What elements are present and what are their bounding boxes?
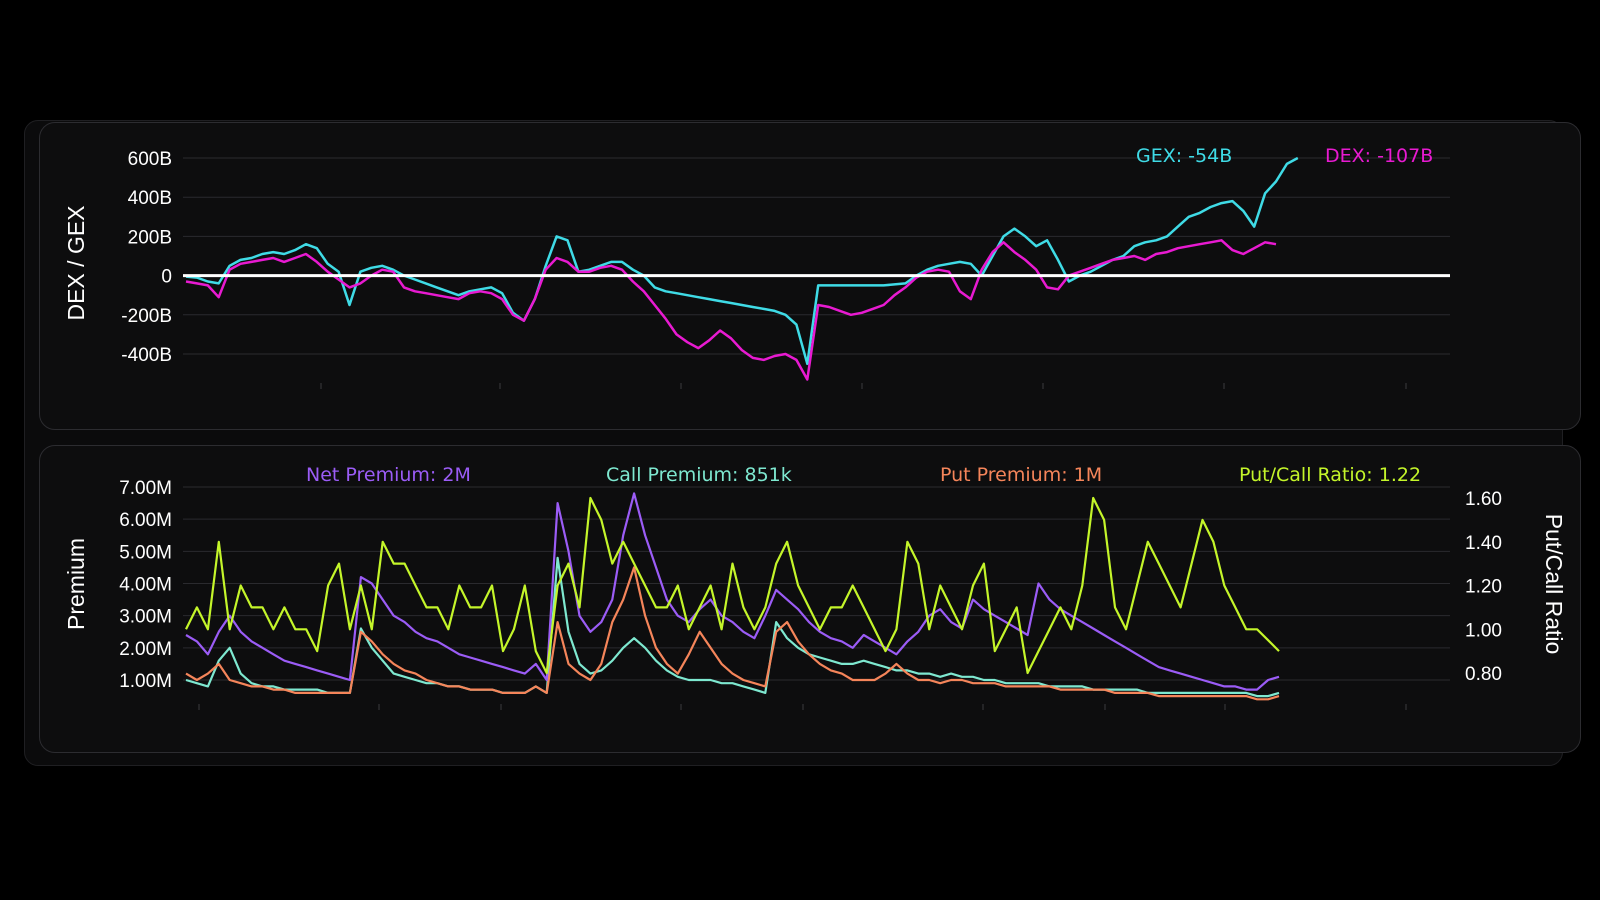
dex-gex-y-axis-title: DEX / GEX: [63, 205, 89, 320]
put-call-y-tick-label: 1.00: [1465, 620, 1502, 641]
put-call-y-tick-label: 1.40: [1465, 533, 1502, 554]
premium-chart-card: [39, 445, 1581, 753]
put-call-y-tick-label: 0.80: [1465, 664, 1502, 685]
call-premium-legend-label: Call Premium: 851k: [606, 464, 792, 486]
dex-gex-y-tick-label: -400B: [121, 345, 172, 366]
premium-y-tick-label: 5.00M: [119, 542, 172, 563]
dex-gex-x-ticks: [320, 383, 1407, 389]
premium-gridlines: [183, 486, 1450, 681]
put-call-y-tick-label: 1.60: [1465, 489, 1502, 510]
put-call-y-tick-label: 1.20: [1465, 577, 1502, 598]
premium-series: [185, 492, 1280, 701]
put-premium-legend-label: Put Premium: 1M: [940, 464, 1102, 486]
premium-y-tick-label: 3.00M: [119, 607, 172, 628]
put-call-ratio-line: [185, 496, 1280, 675]
dex-gex-series: [183, 156, 1450, 381]
dex-gex-y-tick-label: 200B: [128, 227, 172, 248]
premium-y-tick-label: 1.00M: [119, 671, 172, 692]
put-premium-line: [185, 566, 1280, 701]
premium-y-axis-title: Premium: [63, 538, 89, 630]
dex-gex-y-tick-labels: 600B 400B 200B 0 -200B -400B: [121, 149, 172, 366]
premium-x-ticks: [198, 704, 1407, 710]
gex-legend-label: GEX: -54B: [1136, 145, 1232, 167]
put-call-y-axis-title: Put/Call Ratio: [1541, 514, 1567, 655]
dex-line: [185, 239, 1277, 381]
net-premium-line: [185, 492, 1280, 691]
premium-y-tick-label: 4.00M: [119, 575, 172, 596]
premium-y-tick-labels: 7.00M 6.00M 5.00M 4.00M 3.00M 2.00M 1.00M: [119, 478, 172, 692]
gex-line: [185, 156, 1299, 366]
put-call-y-tick-labels: 1.60 1.40 1.20 1.00 0.80: [1465, 489, 1502, 685]
dex-gex-y-tick-label: 600B: [128, 149, 172, 170]
net-premium-legend-label: Net Premium: 2M: [306, 464, 471, 486]
premium-y-tick-label: 6.00M: [119, 510, 172, 531]
dex-legend-label: DEX: -107B: [1325, 145, 1433, 167]
dex-gex-y-tick-label: 0: [161, 267, 172, 288]
dex-gex-y-tick-label: -200B: [121, 306, 172, 327]
put-call-ratio-legend-label: Put/Call Ratio: 1.22: [1239, 464, 1421, 486]
premium-y-tick-label: 2.00M: [119, 639, 172, 660]
premium-y-tick-label: 7.00M: [119, 478, 172, 499]
dex-gex-y-tick-label: 400B: [128, 188, 172, 209]
